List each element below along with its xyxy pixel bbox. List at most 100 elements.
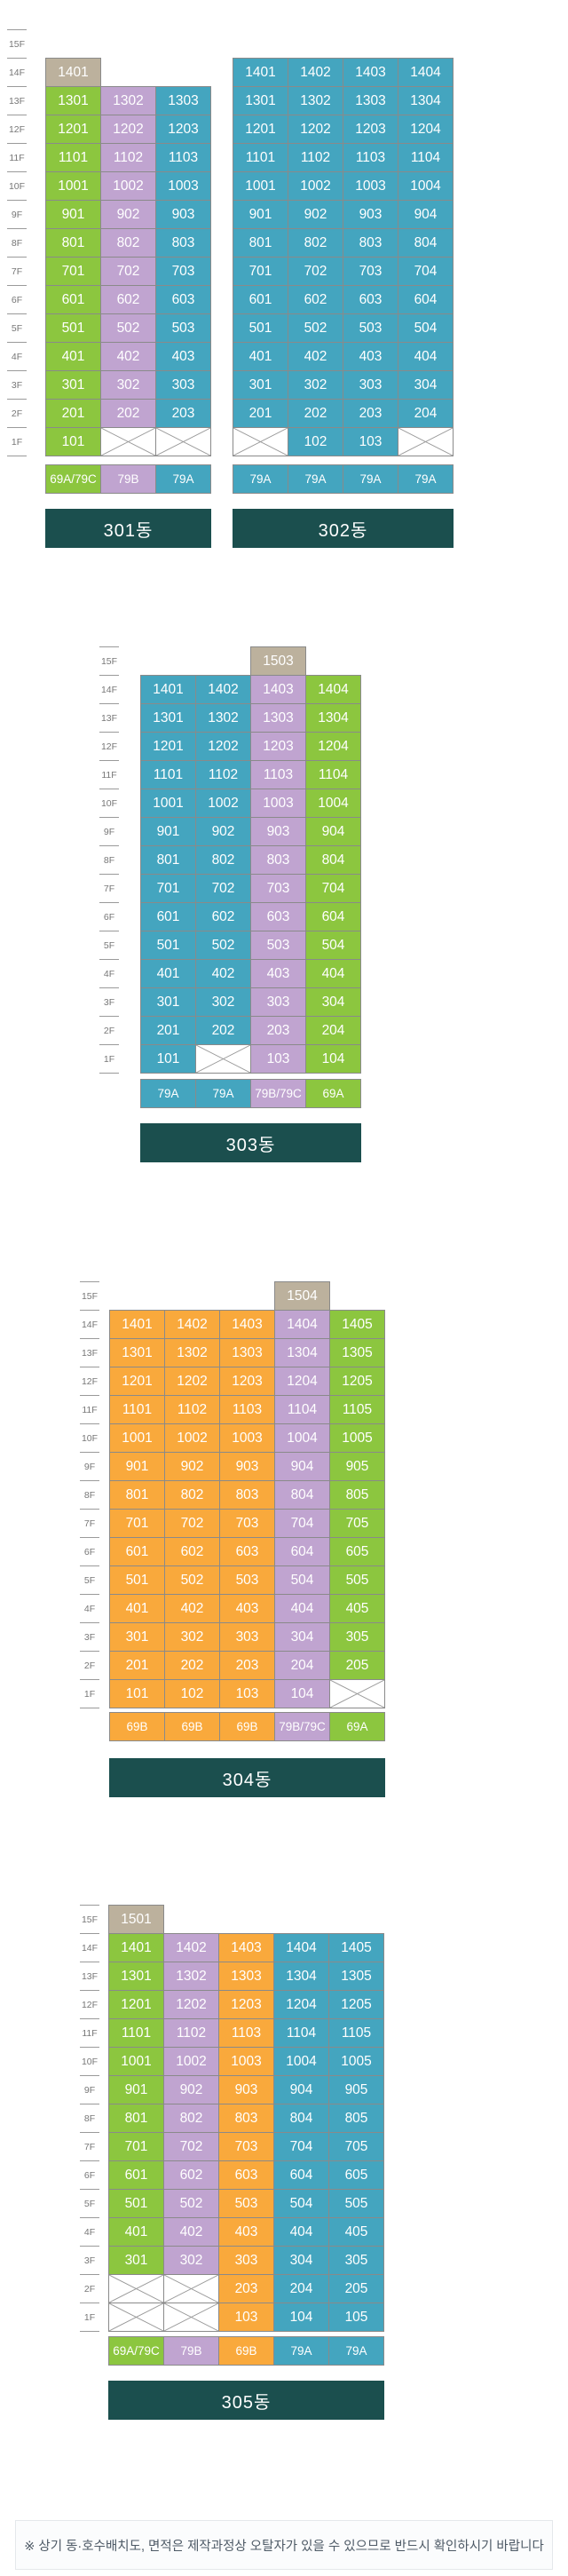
unit-cell: 302 (195, 987, 251, 1017)
unit-cell: 1403 (250, 675, 306, 704)
unit-cell: 501 (108, 2189, 164, 2218)
unit-type-cell: 79B/79C (250, 1079, 306, 1108)
unit-cell: 203 (343, 399, 398, 428)
floor-label: 10F (80, 1423, 99, 1452)
unit-cell: 803 (155, 228, 211, 258)
unit-cell: 1305 (328, 1962, 384, 1991)
unit-cell: 503 (218, 2189, 274, 2218)
unit-cell: 802 (163, 2104, 219, 2133)
unit-cell: 1202 (100, 115, 156, 144)
unit-cell: 1102 (164, 1395, 220, 1424)
unit-cell: 805 (328, 2104, 384, 2133)
unit-cell: 1401 (109, 1310, 165, 1339)
x-mark-icon (164, 2275, 218, 2303)
unit-cell: 802 (164, 1480, 220, 1510)
floor-label: 7F (7, 257, 27, 285)
unit-cell: 502 (164, 1565, 220, 1595)
unit-cell: 305 (328, 2246, 384, 2275)
unit-cell: 204 (273, 2274, 329, 2303)
floor-label: 1F (99, 1044, 119, 1073)
floor-label: 14F (80, 1933, 99, 1962)
unit-cell: 804 (274, 1480, 330, 1510)
unit-cell: 703 (250, 874, 306, 903)
unit-cell: 801 (45, 228, 101, 258)
unit-cell: 905 (329, 1452, 385, 1481)
floor-label: 8F (80, 2104, 99, 2132)
unit-cell: 1401 (233, 58, 288, 87)
unit-cell: 501 (45, 313, 101, 343)
unit-cell: 602 (164, 1537, 220, 1566)
unit-cell: 505 (329, 1565, 385, 1595)
footer-disclaimer: ※ 상기 동·호수배치도, 면적은 제작과정상 오탈자가 있을 수 있으므로 반… (15, 2520, 553, 2570)
unit-cell: 303 (219, 1622, 275, 1652)
unit-cell: 203 (218, 2274, 274, 2303)
unit-cell: 902 (163, 2075, 219, 2104)
unit-cell: 1504 (274, 1281, 330, 1311)
unit-cell: 1103 (250, 760, 306, 789)
floor-label: 8F (7, 228, 27, 257)
unit-cell: 1104 (305, 760, 361, 789)
floor-label: 10F (80, 2047, 99, 2075)
floor-label: 15F (99, 646, 119, 675)
floor-label: 14F (7, 58, 27, 86)
unit-cell: 405 (329, 1594, 385, 1623)
unit-cell: 1102 (288, 143, 343, 172)
unit-cell: 804 (398, 228, 454, 258)
unit-cell: 604 (274, 1537, 330, 1566)
unit-cell: 502 (100, 313, 156, 343)
unit-cell: 1304 (273, 1962, 329, 1991)
unit-cell: 203 (219, 1651, 275, 1680)
unit-cell: 703 (343, 257, 398, 286)
unit-cell: 603 (155, 285, 211, 314)
unit-cell: 402 (100, 342, 156, 371)
unit-cell: 1102 (195, 760, 251, 789)
floor-label: 13F (80, 1962, 99, 1990)
x-mark-icon (109, 2275, 163, 2303)
unit-cell: 603 (250, 902, 306, 931)
unit-cell: 202 (288, 399, 343, 428)
unit-cell: 902 (100, 200, 156, 229)
unit-cell: 605 (329, 1537, 385, 1566)
unit-cell: 503 (155, 313, 211, 343)
x-mark-icon (398, 428, 453, 456)
unit-cell: 104 (305, 1044, 361, 1074)
floor-label: 2F (80, 1651, 99, 1679)
unit-cell: 1303 (218, 1962, 274, 1991)
unit-cell: 1405 (328, 1933, 384, 1962)
unit-cell: 101 (140, 1044, 196, 1074)
x-mark-icon (196, 1045, 250, 1073)
unit-cell: 601 (233, 285, 288, 314)
unit-cell: 403 (218, 2217, 274, 2247)
floor-label: 11F (80, 2018, 99, 2047)
floor-label: 2F (7, 399, 27, 427)
unit-cell: 703 (219, 1509, 275, 1538)
unit-cell: 1302 (164, 1338, 220, 1367)
floor-label: 1F (7, 427, 27, 456)
unit-cell: 303 (343, 370, 398, 400)
unit-cell: 701 (233, 257, 288, 286)
floor-label: 4F (99, 959, 119, 987)
unit-cell: 1104 (398, 143, 454, 172)
unit-cell: 403 (219, 1594, 275, 1623)
unit-cell: 503 (250, 931, 306, 960)
unit-cell: 904 (273, 2075, 329, 2104)
floor-label: 12F (99, 732, 119, 760)
unit-cell: 201 (109, 1651, 165, 1680)
unit-cell: 402 (163, 2217, 219, 2247)
unit-type-cell: 79A (195, 1079, 251, 1108)
unit-cell: 603 (343, 285, 398, 314)
unit-cell: 803 (219, 1480, 275, 1510)
unit-type-cell: 79B (163, 2336, 219, 2366)
crossed-out-cell (163, 2274, 219, 2303)
unit-cell: 904 (274, 1452, 330, 1481)
floor-label: 2F (80, 2274, 99, 2303)
unit-cell: 1402 (195, 675, 251, 704)
unit-cell: 402 (195, 959, 251, 988)
crossed-out-cell (195, 1044, 251, 1074)
unit-type-cell: 79A (398, 464, 454, 494)
unit-cell: 1305 (329, 1338, 385, 1367)
unit-cell: 604 (398, 285, 454, 314)
unit-cell: 1302 (100, 86, 156, 115)
unit-cell: 805 (329, 1480, 385, 1510)
